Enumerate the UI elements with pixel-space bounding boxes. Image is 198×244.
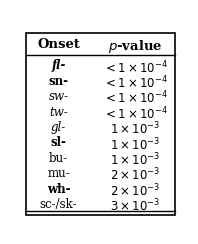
Text: $3 \times 10^{-3}$: $3 \times 10^{-3}$ <box>110 198 160 214</box>
Text: $1 \times 10^{-3}$: $1 \times 10^{-3}$ <box>110 121 160 138</box>
Text: sl-: sl- <box>50 136 67 149</box>
Text: mu-: mu- <box>47 167 70 180</box>
Text: $2 \times 10^{-3}$: $2 \times 10^{-3}$ <box>110 183 160 199</box>
Text: $< 1 \times 10^{-4}$: $< 1 \times 10^{-4}$ <box>103 90 168 107</box>
Text: sw-: sw- <box>49 90 69 103</box>
Text: wh-: wh- <box>47 183 70 196</box>
Text: $1 \times 10^{-3}$: $1 \times 10^{-3}$ <box>110 136 160 153</box>
Text: tw-: tw- <box>49 106 68 119</box>
Text: bu-: bu- <box>49 152 68 165</box>
Text: sn-: sn- <box>49 75 69 88</box>
Text: $< 1 \times 10^{-4}$: $< 1 \times 10^{-4}$ <box>103 59 168 76</box>
Text: $1 \times 10^{-3}$: $1 \times 10^{-3}$ <box>110 152 160 168</box>
Text: $\mathit{p}$-value: $\mathit{p}$-value <box>108 38 163 55</box>
Text: sc-/sk-: sc-/sk- <box>40 198 77 211</box>
Text: fl-: fl- <box>51 59 66 72</box>
Text: Onset: Onset <box>37 38 80 51</box>
Text: gl-: gl- <box>51 121 66 134</box>
Text: $2 \times 10^{-3}$: $2 \times 10^{-3}$ <box>110 167 160 184</box>
Text: $< 1 \times 10^{-4}$: $< 1 \times 10^{-4}$ <box>103 106 168 122</box>
Text: $< 1 \times 10^{-4}$: $< 1 \times 10^{-4}$ <box>103 75 168 91</box>
